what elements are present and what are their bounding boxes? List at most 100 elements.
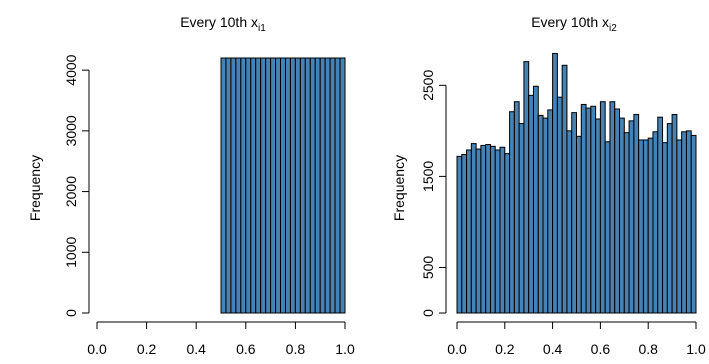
- histogram-bar: [542, 117, 549, 314]
- histogram-bar: [604, 141, 611, 314]
- x-tick-label: 0.0: [87, 341, 107, 357]
- y-tick-label: 1500: [420, 161, 436, 192]
- histogram-bar: [319, 57, 326, 314]
- histogram-bar: [314, 57, 321, 314]
- chart-panel-2: Every 10th xi2 Frequency 0.0 0.2 0.4 0.6 0.8…: [391, 14, 706, 357]
- histogram-bar: [685, 130, 692, 314]
- histogram-bar: [623, 132, 630, 314]
- histogram-bar: [580, 103, 587, 314]
- histogram-bar: [235, 57, 242, 314]
- histogram-bar: [652, 131, 659, 314]
- histogram-bar: [299, 57, 306, 314]
- chart-1-bars: [220, 57, 346, 314]
- x-tick-label: 0.2: [495, 341, 515, 357]
- histogram-bar: [230, 57, 237, 314]
- chart-2-bars: [456, 52, 697, 314]
- histogram-bar: [270, 57, 277, 314]
- histogram-bar: [504, 153, 511, 314]
- histogram-bar: [571, 112, 577, 314]
- histogram-bar: [480, 144, 487, 314]
- histogram-bar: [499, 146, 506, 314]
- x-tick-label: 0.2: [137, 341, 157, 357]
- histogram-bar: [561, 64, 568, 314]
- histogram-bar: [614, 108, 621, 314]
- histogram-bar: [309, 57, 316, 314]
- chart-1-y-axis: 0 1000 2000 3000 4000: [63, 54, 90, 317]
- histogram-bar: [334, 57, 341, 314]
- histogram-bar: [518, 123, 525, 314]
- chart-2-x-axis: 0.0 0.2 0.4 0.6 0.8 1.0: [447, 321, 706, 357]
- histogram-bar: [461, 154, 468, 314]
- histogram-bar: [250, 57, 257, 314]
- x-tick-label: 0.6: [236, 341, 256, 357]
- histogram-bar: [657, 116, 664, 314]
- histogram-bar: [489, 145, 496, 314]
- histogram-bar: [255, 57, 262, 314]
- histogram-bar: [595, 118, 601, 314]
- x-tick-label: 0.8: [638, 341, 658, 357]
- histogram-bar: [245, 57, 252, 314]
- y-tick-label: 2000: [63, 176, 79, 207]
- histogram-bar: [537, 114, 544, 314]
- chart-1-x-axis: 0.0 0.2 0.4 0.6 0.8 1.0: [87, 321, 355, 357]
- histogram-bar: [566, 130, 573, 314]
- histogram-bar: [220, 57, 227, 314]
- histogram-bar: [585, 107, 592, 314]
- histogram-bar: [466, 149, 472, 314]
- y-tick-label: 1000: [63, 237, 79, 268]
- histogram-bar: [690, 134, 697, 314]
- x-tick-label: 1.0: [686, 341, 706, 357]
- histogram-bar: [609, 101, 616, 314]
- histogram-bar: [304, 57, 311, 314]
- histogram-bar: [339, 57, 346, 314]
- histogram-bar: [671, 113, 678, 314]
- histogram-bar: [265, 57, 272, 314]
- histogram-bar: [509, 111, 515, 314]
- x-tick-label: 0.6: [591, 341, 611, 357]
- histogram-bar: [324, 57, 331, 314]
- histogram-bar: [475, 148, 482, 314]
- histogram-bar: [666, 123, 673, 314]
- histogram-bar: [676, 139, 683, 314]
- histogram-bar: [329, 57, 336, 314]
- histogram-bar: [240, 57, 247, 314]
- x-tick-label: 0.0: [447, 341, 467, 357]
- y-tick-label: 2500: [420, 70, 436, 101]
- histogram-bar: [289, 57, 296, 314]
- chart-1-ylabel: Frequency: [27, 155, 43, 221]
- histogram-bar: [528, 94, 534, 314]
- histogram-bar: [681, 131, 687, 314]
- histogram-bar: [523, 61, 530, 314]
- histogram-bar: [494, 149, 501, 314]
- histogram-bar: [456, 155, 463, 314]
- chart-2-ylabel: Frequency: [391, 155, 407, 221]
- histogram-bar: [470, 143, 477, 314]
- histogram-bar: [532, 85, 539, 314]
- histogram-bar: [638, 139, 644, 314]
- chart-2-y-axis: 0 500 1500 2500: [420, 70, 447, 317]
- histogram-bar: [485, 144, 491, 314]
- histogram-bar: [280, 57, 286, 314]
- histogram-bar: [647, 137, 654, 314]
- chart-1-title: Every 10th xi1: [180, 14, 266, 34]
- histogram-bar: [552, 52, 558, 314]
- y-tick-label: 4000: [63, 54, 79, 85]
- chart-panel-1: Every 10th xi1 Frequency 0.0 0.2 0.4 0.6 0.8…: [27, 14, 355, 357]
- histogram-bar: [619, 117, 625, 314]
- histogram-bar: [260, 57, 267, 314]
- x-tick-label: 1.0: [335, 341, 355, 357]
- histogram-bar: [294, 57, 301, 314]
- histogram-bar: [590, 105, 597, 314]
- histogram-bar: [547, 109, 554, 314]
- histogram-bar: [513, 101, 520, 314]
- histogram-bar: [628, 120, 635, 314]
- histogram-bar: [642, 139, 649, 314]
- histogram-bar: [662, 142, 668, 314]
- x-tick-label: 0.8: [286, 341, 306, 357]
- y-tick-label: 0: [63, 309, 79, 317]
- histogram-bar: [284, 57, 291, 314]
- y-tick-label: 3000: [63, 115, 79, 146]
- histogram-bar: [275, 57, 282, 314]
- x-tick-label: 0.4: [543, 341, 563, 357]
